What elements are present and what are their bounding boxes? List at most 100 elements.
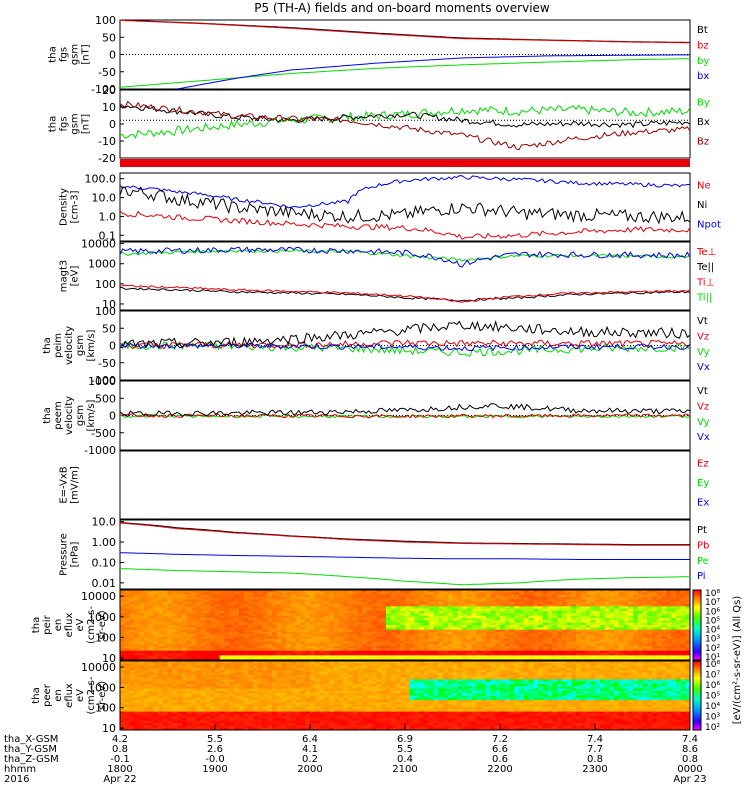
- heatmap-cell: [338, 613, 344, 617]
- heatmap-cell: [267, 639, 273, 642]
- legend-entry: Vt: [697, 386, 708, 397]
- heatmap-cell: [234, 639, 240, 642]
- heatmap-cell: [215, 725, 221, 729]
- heatmap-cell: [191, 677, 197, 680]
- heatmap-cell: [599, 655, 605, 659]
- heatmap-cell: [272, 599, 278, 603]
- heatmap-cell: [390, 650, 396, 654]
- heatmap-cell: [490, 646, 496, 649]
- heatmap-cell: [215, 601, 221, 605]
- heatmap-cell: [376, 620, 382, 624]
- heatmap-cell: [443, 639, 449, 642]
- heatmap-cell: [158, 592, 164, 596]
- heatmap-cell: [609, 594, 615, 598]
- heatmap-cell: [291, 634, 297, 638]
- heatmap-cell: [367, 618, 373, 621]
- heatmap-cell: [148, 727, 154, 731]
- heatmap-cell: [139, 704, 145, 708]
- heatmap-cell: [314, 615, 320, 619]
- heatmap-cell: [215, 727, 221, 731]
- heatmap-cell: [362, 618, 368, 621]
- heatmap-cell: [519, 634, 525, 638]
- heatmap-cell: [319, 613, 325, 617]
- heatmap-cell: [324, 639, 330, 642]
- heatmap-cell: [167, 693, 173, 696]
- heatmap-cell: [200, 695, 206, 699]
- heatmap-cell: [191, 670, 197, 673]
- heatmap-cell: [666, 611, 672, 614]
- heatmap-cell: [120, 611, 126, 614]
- heatmap-cell: [286, 608, 292, 612]
- heatmap-cell: [376, 625, 382, 628]
- heatmap-cell: [671, 597, 677, 600]
- heatmap-cell: [590, 646, 596, 649]
- heatmap-cell: [409, 629, 415, 633]
- heatmap-cell: [561, 615, 567, 619]
- heatmap-cell: [409, 613, 415, 617]
- heatmap-cell: [300, 627, 306, 631]
- heatmap-cell: [485, 639, 491, 642]
- heatmap-cell: [172, 695, 178, 699]
- heatmap-cell: [158, 667, 164, 671]
- heatmap-cell: [148, 597, 154, 600]
- heatmap-cell: [253, 613, 259, 617]
- heatmap-cell: [186, 723, 192, 726]
- heatmap-cell: [167, 634, 173, 638]
- heatmap-cell: [395, 634, 401, 638]
- heatmap-cell: [205, 601, 211, 605]
- heatmap-cell: [348, 643, 354, 647]
- heatmap-cell: [134, 618, 140, 621]
- heatmap-cell: [329, 606, 335, 610]
- heatmap-cell: [219, 690, 225, 694]
- heatmap-cell: [177, 672, 183, 676]
- heatmap-cell: [181, 727, 187, 731]
- heatmap-cell: [652, 601, 658, 605]
- heatmap-cell: [424, 646, 430, 649]
- heatmap-cell: [167, 688, 173, 692]
- heatmap-cell: [348, 599, 354, 603]
- heatmap-cell: [286, 604, 292, 607]
- heatmap-cell: [120, 707, 126, 710]
- heatmap-cell: [196, 672, 202, 676]
- heatmap-cell: [671, 657, 677, 661]
- heatmap-cell: [362, 643, 368, 647]
- heatmap-cell: [324, 650, 330, 654]
- heatmap-cell: [647, 648, 653, 652]
- heatmap-cell: [485, 648, 491, 652]
- y-tick-label: 20: [102, 84, 116, 97]
- heatmap-cell: [381, 615, 387, 619]
- heatmap-cell: [162, 686, 168, 690]
- heatmap-cell: [234, 606, 240, 610]
- heatmap-cell: [257, 590, 263, 593]
- heatmap-cell: [452, 611, 458, 614]
- series-line-vz: [119, 339, 691, 350]
- heatmap-cell: [609, 620, 615, 624]
- heatmap-cell: [229, 655, 235, 659]
- heatmap-cell: [319, 643, 325, 647]
- heatmap-cell: [371, 597, 377, 600]
- heatmap-cell: [310, 592, 316, 596]
- heatmap-cell: [234, 655, 240, 659]
- heatmap-cell: [139, 629, 145, 633]
- heatmap-cell: [329, 592, 335, 596]
- heatmap-cell: [348, 632, 354, 635]
- heatmap-cell: [490, 648, 496, 652]
- heatmap-cell: [419, 604, 425, 607]
- heatmap-cell: [419, 657, 425, 661]
- heatmap-cell: [419, 625, 425, 628]
- heatmap-cell: [338, 639, 344, 642]
- heatmap-cell: [205, 648, 211, 652]
- heatmap-cell: [229, 634, 235, 638]
- heatmap-cell: [186, 620, 192, 624]
- heatmap-cell: [495, 604, 501, 607]
- heatmap-cell: [661, 625, 667, 628]
- heatmap-cell: [177, 639, 183, 642]
- heatmap-cell: [424, 629, 430, 633]
- heatmap-cell: [595, 590, 601, 593]
- heatmap-cell: [348, 613, 354, 617]
- heatmap-cell: [196, 674, 202, 678]
- heatmap-cell: [680, 594, 686, 598]
- heatmap-cell: [447, 634, 453, 638]
- heatmap-cell: [671, 611, 677, 614]
- heatmap-cell: [381, 622, 387, 626]
